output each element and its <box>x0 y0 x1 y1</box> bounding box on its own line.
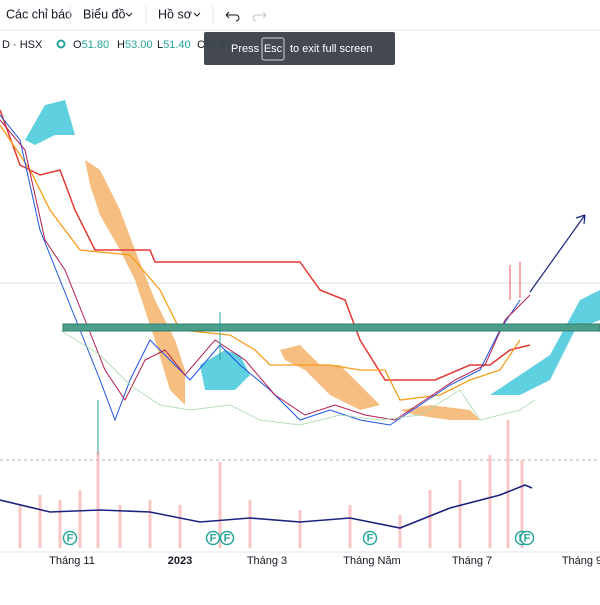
conversion-line <box>0 124 521 401</box>
marker-circle <box>205 530 221 546</box>
cloud <box>490 290 600 395</box>
marker-circle <box>219 530 235 546</box>
event-markers: FFFFFF <box>62 530 535 546</box>
ohlc-item: O51.80 <box>73 39 109 51</box>
toast-text: Press <box>231 43 260 55</box>
key-box <box>261 37 285 61</box>
redo-button[interactable] <box>252 11 267 22</box>
support-zone <box>62 323 600 332</box>
cloud <box>200 350 250 390</box>
baseline <box>0 109 531 381</box>
price-line <box>0 119 531 421</box>
status-dot <box>56 39 66 49</box>
symbol-name: D · HSX <box>2 39 43 51</box>
undo-button[interactable] <box>225 11 240 22</box>
ohlc-item: H53.00 <box>117 39 152 51</box>
cloud <box>85 160 185 405</box>
profile-button[interactable]: Hồ sơ <box>158 7 192 21</box>
cloud <box>400 405 480 420</box>
chevron <box>125 12 133 17</box>
marker-circle <box>62 530 78 546</box>
ohlc-key: H <box>117 39 125 51</box>
ohlc-item: L51.40 <box>157 39 191 51</box>
indicators-button[interactable]: Các chỉ báo <box>6 7 72 21</box>
ohlc-value: 53.00 <box>125 39 153 51</box>
x-tick-label: Tháng 11 <box>49 555 95 567</box>
ohlc-value: 51.80 <box>82 39 110 51</box>
trend-arrow <box>529 214 586 293</box>
ohlc-key: C <box>197 39 205 51</box>
ohlc-key: L <box>157 39 163 51</box>
ohlc-key: O <box>73 39 82 51</box>
chart-type-button[interactable]: Biểu đồ <box>83 7 125 21</box>
x-tick-label: Tháng 9 <box>562 555 600 567</box>
marker-circle <box>519 530 535 546</box>
lagging-line <box>59 329 536 426</box>
x-axis-labels: Tháng 11 2023 Tháng 3 Tháng Năm Tháng 7 Tháng… <box>49 555 600 567</box>
cloud <box>25 100 75 145</box>
marker-label: F <box>224 532 231 544</box>
marker-label: F <box>367 532 374 544</box>
marker-label: F <box>524 532 531 544</box>
volume <box>18 420 524 548</box>
x-tick-label: 2023 <box>168 555 192 567</box>
toast-text: to exit full screen <box>290 43 373 55</box>
volume-ma <box>0 484 533 529</box>
toast <box>204 32 395 65</box>
marker-circle <box>362 530 378 546</box>
cloud <box>280 345 380 410</box>
marker-label: F <box>67 532 74 544</box>
chevron <box>193 12 201 17</box>
x-tick-label: Tháng Năm <box>343 555 400 567</box>
x-tick-label: Tháng 7 <box>452 555 492 567</box>
x-tick-label: Tháng 3 <box>247 555 287 567</box>
marker-label: F <box>210 532 217 544</box>
key-label: Esc <box>264 43 283 55</box>
ohlc-value: 51.40 <box>163 39 191 51</box>
